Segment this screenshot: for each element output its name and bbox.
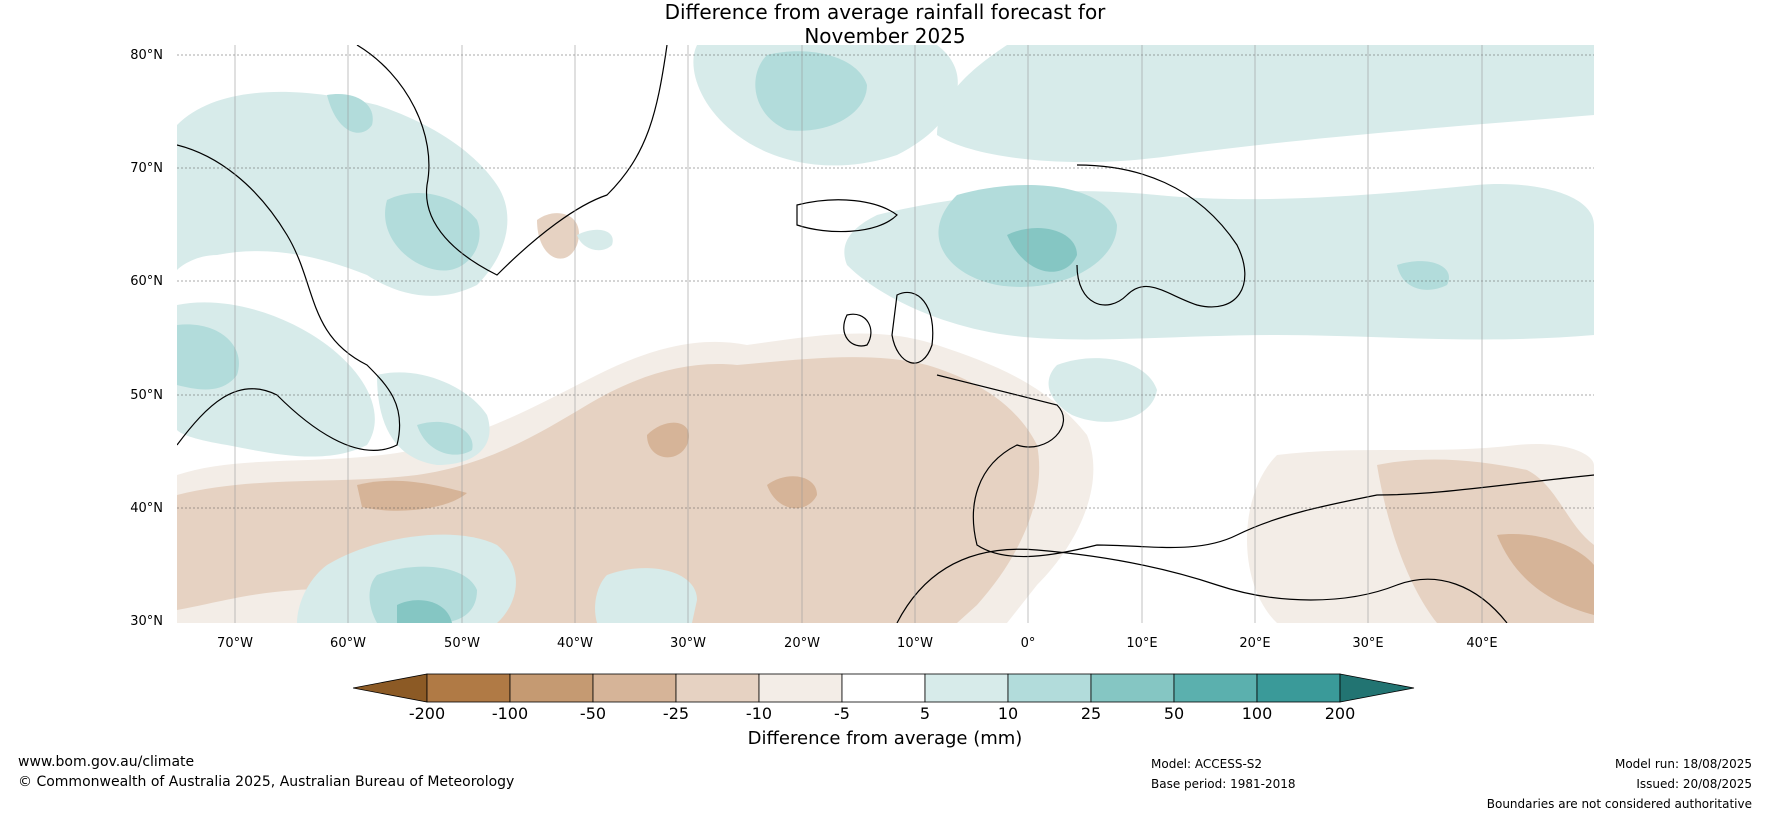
colorbar-svg (352, 673, 1415, 703)
lon-label-70w: 70°W (217, 636, 253, 651)
iberia-dry (957, 465, 1007, 525)
model-text: Model: ACCESS-S2 (1151, 757, 1263, 771)
colorbar-label-200: 200 (1324, 704, 1356, 723)
base-period-text: Base period: 1981-2018 (1151, 777, 1296, 791)
model-run-text: Model run: 18/08/2025 (1614, 757, 1752, 771)
land-outlines (177, 45, 1594, 623)
africa-coast (896, 548, 1508, 623)
colorbar-label-neg10: -10 (745, 704, 773, 723)
iceland-south-dry (537, 213, 579, 259)
baffin-wet-mid (327, 94, 373, 133)
colorbar-box-11 (1256, 673, 1341, 703)
colorbar-label-100: 100 (1241, 704, 1273, 723)
lon-label-10w: 10°W (897, 636, 933, 651)
colorbar-label-10: 10 (997, 704, 1019, 723)
lon-label-30w: 30°W (670, 636, 706, 651)
lat-label-60n: 60°N (130, 274, 163, 289)
colorbar-title: Difference from average (mm) (747, 728, 1023, 749)
colorbar-label-25: 25 (1080, 704, 1102, 723)
canaries-wet-light (595, 568, 697, 623)
colorbar-box-2 (509, 673, 594, 703)
lon-label-60w: 60°W (330, 636, 366, 651)
alps-wet-light (1048, 358, 1157, 422)
russia-wet-mid (1397, 261, 1449, 290)
colorbar-box-6 (841, 673, 926, 703)
colorbar-label-50: 50 (1163, 704, 1185, 723)
south-atlantic-wet-mid (369, 566, 477, 623)
azores-wet-light (577, 229, 613, 251)
colorbar-label-5: 5 (919, 704, 931, 723)
lon-label-30e: 30°E (1352, 636, 1384, 651)
mid-atlantic-dry-dark (767, 476, 817, 509)
lat-label-80n: 80°N (130, 48, 163, 63)
colorbar-box-10 (1173, 673, 1258, 703)
iceland-coast (796, 199, 898, 233)
colorbar-label-neg200: -200 (408, 704, 446, 723)
lon-label-40e: 40°E (1466, 636, 1498, 651)
greenland-wet-mid (385, 192, 480, 271)
labrador-wet-mid (177, 324, 239, 390)
azores-dry-dark (647, 422, 689, 458)
lon-label-0: 0° (1020, 636, 1036, 651)
colorbar-box-3 (592, 673, 677, 703)
colorbar-label-neg5: -5 (834, 704, 850, 723)
lat-label-40n: 40°N (130, 501, 163, 516)
map-svg (177, 45, 1594, 623)
boundaries-disclaimer: Boundaries are not considered authoritat… (1486, 797, 1752, 811)
colorbar-label-neg100: -100 (491, 704, 529, 723)
arctic-wet-light (937, 45, 1594, 163)
colorbar-arrow-low (352, 673, 428, 703)
lon-label-40w: 40°W (557, 636, 593, 651)
colorbar-box-8 (1007, 673, 1092, 703)
lon-label-10e: 10°E (1126, 636, 1158, 651)
title-line-1: Difference from average rainfall forecas… (664, 0, 1106, 24)
lat-label-30n: 30°N (130, 614, 163, 629)
map-title: Difference from average rainfall forecas… (0, 0, 1770, 48)
lon-label-50w: 50°W (444, 636, 480, 651)
colorbar-label-neg25: -25 (662, 704, 690, 723)
colorbar-box-1 (426, 673, 511, 703)
website-link[interactable]: www.bom.gov.au/climate (18, 754, 195, 770)
graticule (177, 45, 1594, 623)
south-atlantic-wet-dark (397, 600, 452, 623)
denmark-strait-wet-mid (755, 51, 867, 131)
europe-coast (936, 374, 1594, 558)
newfoundland-wet-mid (417, 421, 473, 455)
issued-text: Issued: 20/08/2025 (1636, 777, 1752, 791)
norway-wet-dark (1007, 227, 1077, 272)
rainfall-anomaly-map (177, 45, 1594, 623)
turkey-dry-dark (1497, 534, 1594, 615)
scandinavia-coast (1076, 164, 1246, 308)
canada-coast (177, 144, 401, 451)
colorbar-boxes (352, 673, 1415, 703)
lon-label-20e: 20°E (1239, 636, 1271, 651)
title-line-2: November 2025 (804, 24, 966, 48)
greenland-coast (356, 45, 668, 276)
lat-label-50n: 50°N (130, 388, 163, 403)
copyright-text: © Commonwealth of Australia 2025, Austra… (18, 774, 515, 790)
colorbar-box-9 (1090, 673, 1175, 703)
colorbar-arrow-high (1339, 673, 1415, 703)
colorbar-box-7 (924, 673, 1009, 703)
colorbar (352, 672, 1417, 708)
atlantic-dry-dark (357, 480, 467, 511)
lon-label-20w: 20°W (784, 636, 820, 651)
colorbar-box-5 (758, 673, 843, 703)
colorbar-box-4 (675, 673, 760, 703)
lat-label-70n: 70°N (130, 161, 163, 176)
colorbar-label-neg50: -50 (579, 704, 607, 723)
